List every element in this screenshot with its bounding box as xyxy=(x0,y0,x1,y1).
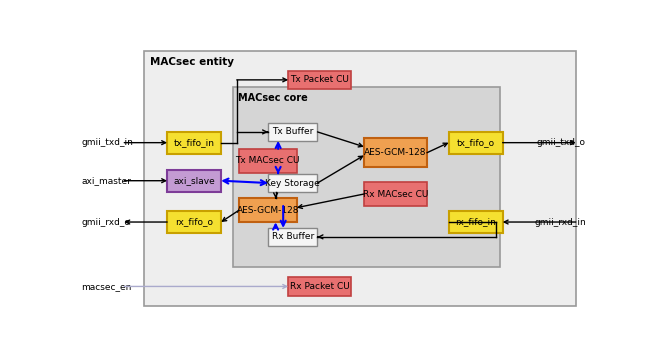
FancyBboxPatch shape xyxy=(268,174,318,192)
FancyBboxPatch shape xyxy=(145,50,575,306)
FancyBboxPatch shape xyxy=(288,71,352,89)
Text: gmii_rxd_o: gmii_rxd_o xyxy=(81,217,130,227)
FancyBboxPatch shape xyxy=(268,123,318,141)
Text: Tx Packet CU: Tx Packet CU xyxy=(290,76,349,84)
FancyBboxPatch shape xyxy=(449,132,503,154)
Text: gmii_txd_in: gmii_txd_in xyxy=(81,138,133,147)
FancyBboxPatch shape xyxy=(167,132,221,154)
Text: AES-GCM-128: AES-GCM-128 xyxy=(236,206,299,215)
FancyBboxPatch shape xyxy=(233,87,500,267)
Text: MACsec core: MACsec core xyxy=(238,92,307,103)
FancyBboxPatch shape xyxy=(167,169,221,192)
FancyBboxPatch shape xyxy=(449,211,503,233)
Text: gmii_rxd_in: gmii_rxd_in xyxy=(534,217,586,227)
FancyBboxPatch shape xyxy=(167,211,221,233)
Text: AES-GCM-128: AES-GCM-128 xyxy=(364,148,426,157)
Text: Rx Buffer: Rx Buffer xyxy=(271,232,314,241)
Text: Tx MACsec CU: Tx MACsec CU xyxy=(236,156,300,165)
Text: axi_master: axi_master xyxy=(81,176,132,185)
Text: rx_fifo_in: rx_fifo_in xyxy=(455,217,496,227)
Text: Rx MACsec CU: Rx MACsec CU xyxy=(363,190,428,198)
Text: gmii_txd_o: gmii_txd_o xyxy=(537,138,586,147)
FancyBboxPatch shape xyxy=(268,228,318,246)
Text: macsec_en: macsec_en xyxy=(81,282,132,291)
Text: rx_fifo_o: rx_fifo_o xyxy=(175,217,213,227)
FancyBboxPatch shape xyxy=(288,277,352,296)
FancyBboxPatch shape xyxy=(364,182,427,206)
FancyBboxPatch shape xyxy=(239,149,297,173)
Text: axi_slave: axi_slave xyxy=(173,176,215,185)
Text: Tx Buffer: Tx Buffer xyxy=(272,127,314,136)
FancyBboxPatch shape xyxy=(364,138,427,167)
Text: MACsec entity: MACsec entity xyxy=(150,57,234,67)
Text: tx_fifo_in: tx_fifo_in xyxy=(174,138,215,147)
Text: Rx Packet CU: Rx Packet CU xyxy=(290,282,350,291)
Text: tx_fifo_o: tx_fifo_o xyxy=(456,138,495,147)
FancyBboxPatch shape xyxy=(239,198,297,222)
Text: Key Storage: Key Storage xyxy=(266,179,320,187)
